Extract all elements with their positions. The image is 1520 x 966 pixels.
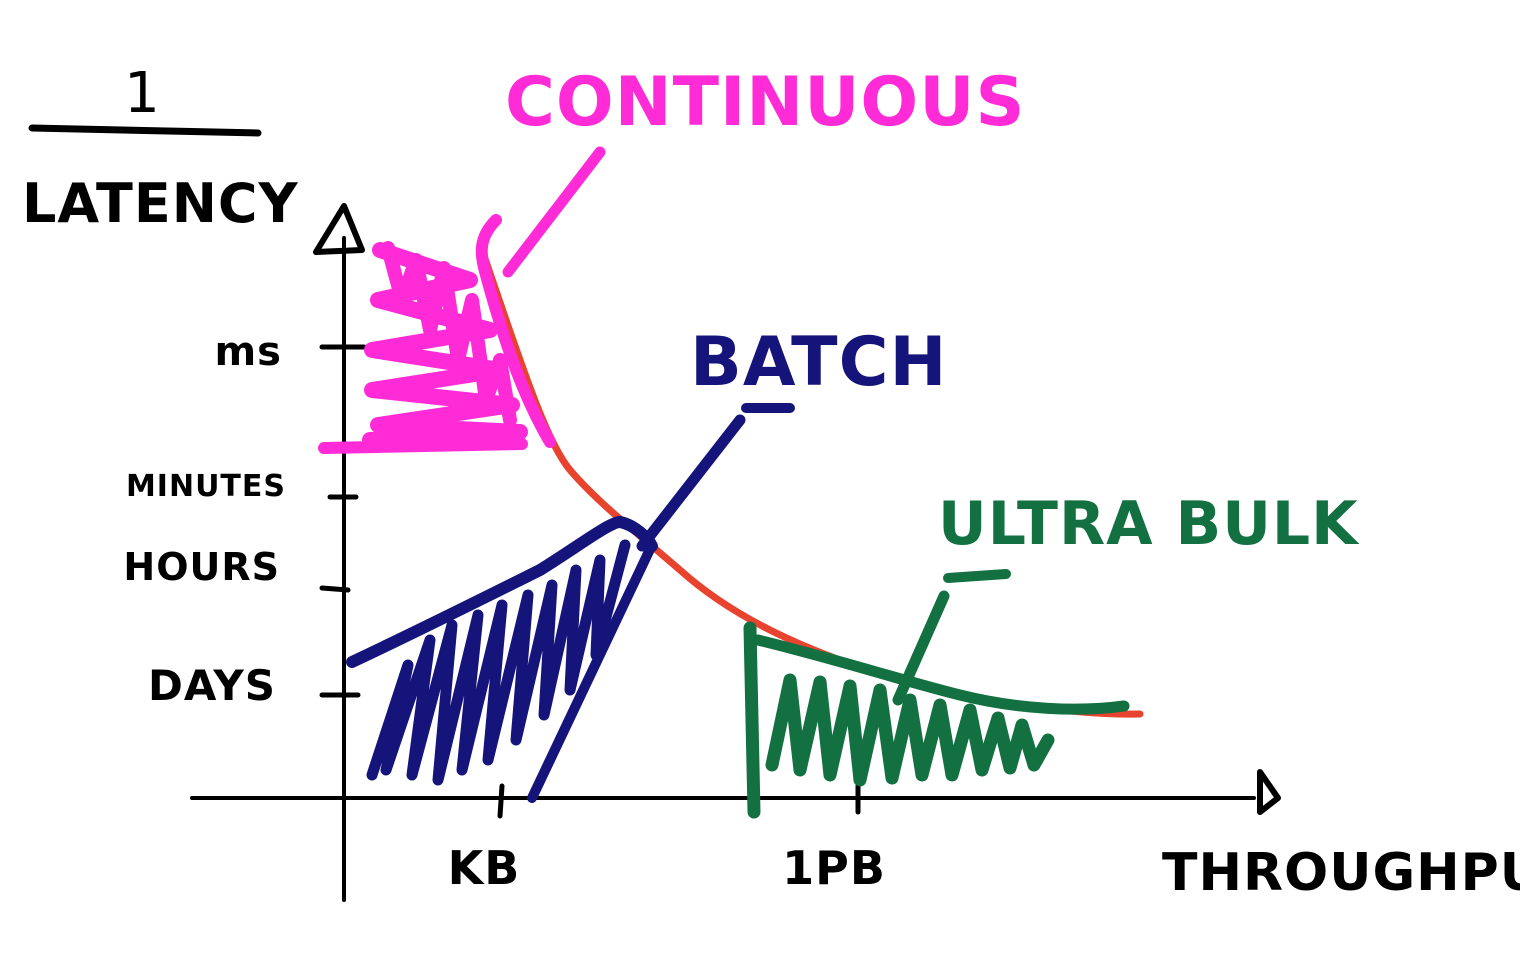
y-axis-label-denominator: LATENCY: [22, 172, 299, 235]
continuous-region: [318, 146, 606, 454]
x-tick-kb: [497, 783, 505, 819]
y-axis-label-numerator: 1: [124, 61, 160, 126]
y-tick-label-hours: HOURS: [123, 545, 280, 589]
batch-label: BATCH: [690, 323, 947, 402]
y-tick-label-minutes: MINUTES: [126, 469, 286, 504]
x-axis-arrowhead: [1257, 769, 1281, 815]
continuous-pointer: [502, 146, 606, 278]
x-axis-label: THROUGHPUT: [1162, 843, 1520, 903]
y-tick-label-ms: ms: [215, 329, 283, 375]
batch-pointer: [636, 414, 746, 552]
batch-region: [346, 403, 795, 803]
ultra-bulk-pointer: [892, 590, 950, 706]
ultra-bulk-label: ULTRA BULK: [938, 489, 1360, 559]
x-tick-label-kb: KB: [448, 841, 521, 895]
fraction-bar: [28, 124, 262, 137]
continuous-label: CONTINUOUS: [505, 63, 1025, 142]
x-tick-label-1pb: 1PB: [782, 841, 886, 895]
y-tick-hours: [319, 585, 351, 593]
y-axis-arrowhead: [313, 203, 365, 255]
y-tick-label-days: DAYS: [148, 661, 276, 710]
ultra-bulk-region: [743, 569, 1130, 819]
